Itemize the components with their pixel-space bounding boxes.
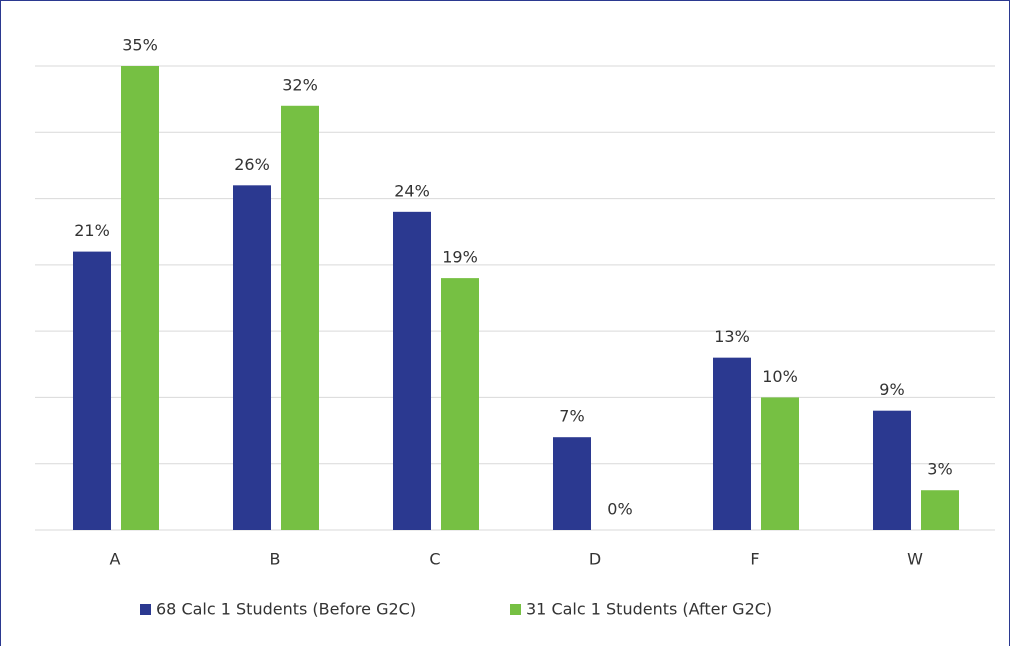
bar xyxy=(553,437,591,530)
x-tick-label: D xyxy=(589,550,601,569)
bar xyxy=(713,357,751,530)
x-tick-label: A xyxy=(110,550,121,569)
bar xyxy=(233,185,271,531)
x-tick-label: W xyxy=(907,550,923,569)
legend-swatch xyxy=(510,604,521,615)
bar xyxy=(441,278,479,530)
bar xyxy=(393,211,431,531)
value-label: 21% xyxy=(74,221,110,240)
legend-swatch xyxy=(140,604,151,615)
value-label: 3% xyxy=(927,460,952,479)
bar xyxy=(281,105,319,531)
value-label: 0% xyxy=(607,500,632,519)
value-label: 13% xyxy=(714,327,750,346)
legend-label: 68 Calc 1 Students (Before G2C) xyxy=(156,600,416,619)
value-label: 24% xyxy=(394,181,430,200)
bar xyxy=(73,251,111,530)
bar xyxy=(121,66,159,530)
value-label: 7% xyxy=(559,407,584,426)
value-label: 10% xyxy=(762,367,798,386)
bar xyxy=(761,397,799,530)
bar xyxy=(873,410,911,530)
x-tick-label: C xyxy=(429,550,440,569)
value-label: 19% xyxy=(442,248,478,267)
value-label: 9% xyxy=(879,380,904,399)
x-tick-label: B xyxy=(270,550,281,569)
value-label: 35% xyxy=(122,36,158,55)
bar xyxy=(921,490,959,530)
value-label: 26% xyxy=(234,155,270,174)
legend-label: 31 Calc 1 Students (After G2C) xyxy=(526,600,772,619)
value-label: 32% xyxy=(282,75,318,94)
x-tick-label: F xyxy=(750,550,759,569)
